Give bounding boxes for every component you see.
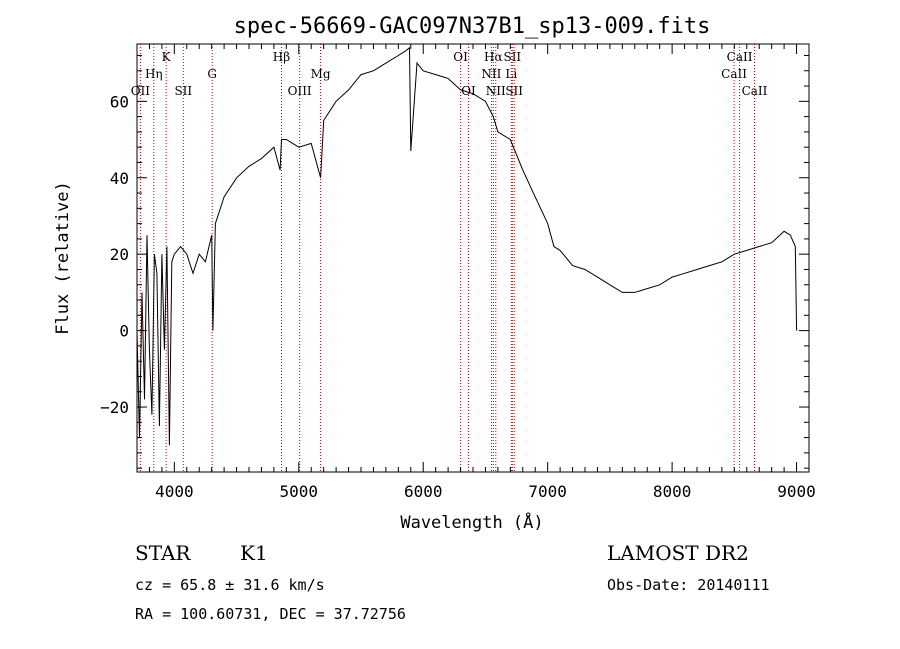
obs-date: Obs-Date: 20140111 bbox=[607, 576, 770, 594]
spectrum-line bbox=[136, 46, 798, 446]
object-subclass: K1 bbox=[240, 541, 268, 565]
x-tick-label: 8000 bbox=[653, 482, 692, 501]
y-tick-label: −20 bbox=[100, 398, 129, 417]
x-tick-label: 4000 bbox=[155, 482, 194, 501]
coordinates: RA = 100.60731, DEC = 37.72756 bbox=[135, 605, 406, 623]
x-tick-label: 7000 bbox=[528, 482, 567, 501]
line-marker-label: OIII bbox=[288, 84, 312, 98]
line-marker-label: G bbox=[207, 67, 217, 81]
line-marker-label: Li bbox=[505, 67, 517, 81]
line-marker-label: NII bbox=[486, 84, 506, 98]
y-tick-label: 40 bbox=[110, 169, 129, 188]
y-tick-label: 0 bbox=[119, 322, 129, 341]
y-tick-label: 20 bbox=[110, 245, 129, 264]
line-marker-label: Hβ bbox=[273, 50, 290, 64]
plot-frame bbox=[136, 43, 810, 473]
line-marker-label: OI bbox=[453, 50, 468, 64]
x-tick-label: 9000 bbox=[777, 482, 816, 501]
line-marker-label: SII bbox=[174, 84, 192, 98]
line-marker-label: NII bbox=[481, 67, 501, 81]
line-marker-label: SII bbox=[503, 50, 521, 64]
object-class: STAR bbox=[135, 541, 191, 565]
line-marker-label: Hη bbox=[145, 67, 163, 81]
y-tick-label: 60 bbox=[110, 92, 129, 111]
line-marker-label: CaII bbox=[721, 67, 747, 81]
line-marker-label: OII bbox=[131, 84, 151, 98]
x-tick-label: 5000 bbox=[280, 482, 319, 501]
line-marker-label: OI bbox=[461, 84, 476, 98]
y-axis-label: Flux (relative) bbox=[53, 181, 73, 335]
survey-name: LAMOST DR2 bbox=[607, 541, 749, 565]
line-marker-label: K bbox=[162, 50, 172, 64]
line-marker-label: SII bbox=[505, 84, 523, 98]
x-tick-label: 6000 bbox=[404, 482, 443, 501]
chart-title: spec-56669-GAC097N37B1_sp13-009.fits bbox=[234, 14, 711, 39]
x-axis-label: Wavelength (Å) bbox=[400, 511, 543, 533]
line-marker-label: CaII bbox=[742, 84, 768, 98]
emission-line-markers: OII Hη K SII G Hβ OIII Mg OI OI NII Hα NII Li SII SII Ca… bbox=[131, 44, 768, 472]
line-marker-label: Mg bbox=[311, 67, 331, 81]
line-marker-label: CaII bbox=[727, 50, 753, 64]
axis-ticks: 4000 5000 6000 7000 8000 9000 −20 0 20 40 60 bbox=[100, 44, 816, 501]
redshift-info: cz = 65.8 ± 31.6 km/s bbox=[135, 576, 325, 594]
line-marker-label: Hα bbox=[484, 50, 503, 64]
